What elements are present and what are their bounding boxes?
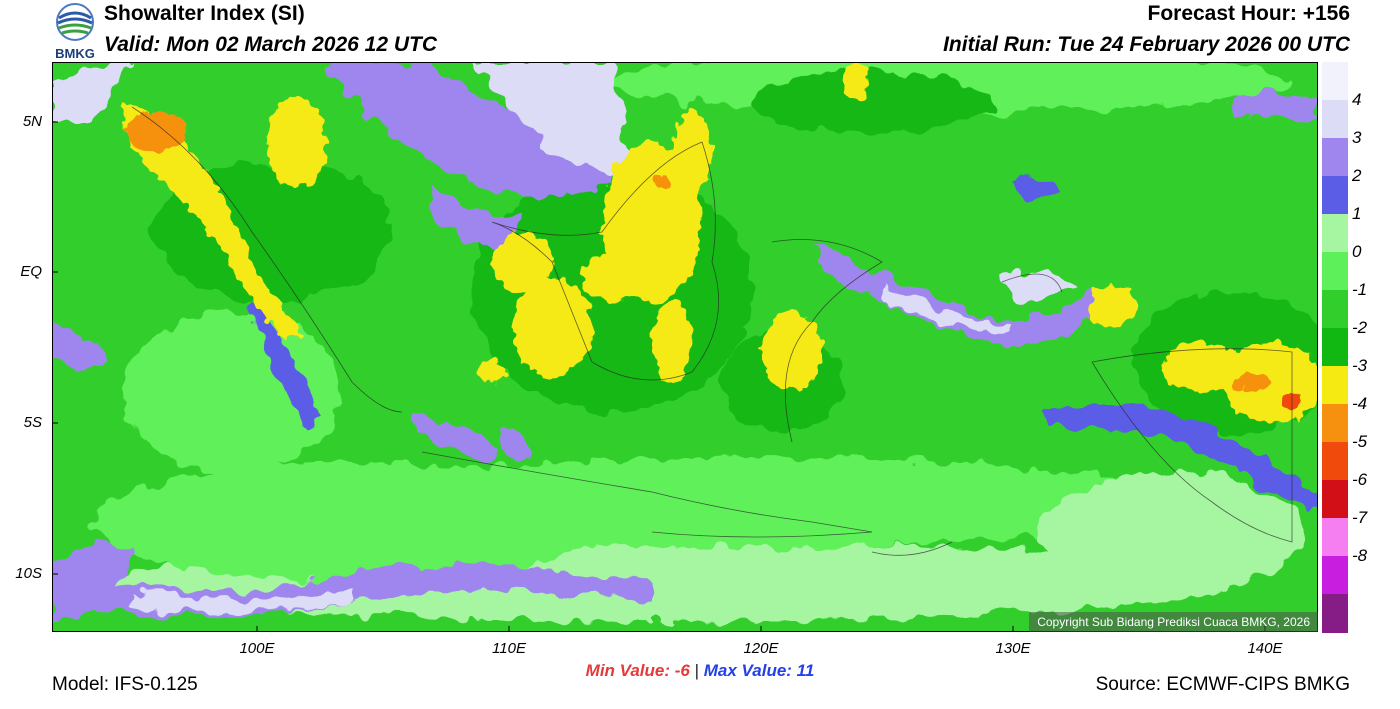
lon-label-110e: 110E [492, 640, 526, 657]
colorbar-label: 1 [1352, 204, 1362, 223]
model-label: Model: IFS-0.125 [52, 674, 198, 695]
lat-label-10s: 10S [15, 565, 42, 582]
longitude-axis: 100E 110E 120E 130E 140E [52, 640, 1318, 660]
bmkg-logo: BMKG [52, 2, 98, 61]
latitude-axis: 5N EQ 5S 10S [2, 62, 46, 632]
colorbar-segment [1322, 328, 1348, 367]
initial-run: Initial Run: Tue 24 February 2026 00 UTC [943, 33, 1350, 56]
lon-label-100e: 100E [239, 640, 275, 657]
colorbar-segment [1322, 594, 1348, 633]
min-value: Min Value: -6 [585, 661, 690, 680]
colorbar-label: -1 [1352, 280, 1368, 299]
lon-label-130e: 130E [995, 640, 1031, 657]
svg-text:BMKG: BMKG [55, 46, 95, 60]
colorbar-segment [1322, 480, 1348, 519]
si-unstable-areas [122, 62, 1318, 422]
showalter-index-map: Copyright Sub Bidang Prediksi Cuaca BMKG… [52, 62, 1318, 632]
min-max-readout: Min Value: -6 | Max Value: 11 [0, 661, 1400, 681]
colorbar-segment [1322, 518, 1348, 557]
lon-label-120e: 120E [743, 640, 779, 657]
colorbar-segment [1322, 556, 1348, 595]
source-label: Source: ECMWF-CIPS BMKG [1095, 674, 1350, 695]
lat-label-5s: 5S [23, 414, 42, 431]
colorbar-segment [1322, 252, 1348, 291]
colorbar-segment [1322, 214, 1348, 253]
colorbar-label: 2 [1352, 166, 1362, 185]
colorbar-segment [1322, 62, 1348, 101]
chart-title: Showalter Index (SI) [104, 2, 305, 25]
colorbar-segment [1322, 404, 1348, 443]
copyright-notice: Copyright Sub Bidang Prediksi Cuaca BMKG… [1029, 612, 1318, 632]
colorbar-label: 0 [1352, 242, 1362, 261]
valid-time: Valid: Mon 02 March 2026 12 UTC [104, 33, 437, 56]
min-max-separator: | [694, 661, 700, 680]
colorbar-label: -6 [1352, 470, 1368, 489]
map-frame [52, 62, 1318, 632]
lon-label-140e: 140E [1247, 640, 1283, 657]
coastlines [131, 106, 1293, 556]
colorbar-label: -5 [1352, 432, 1368, 451]
lat-label-5n: 5N [22, 113, 42, 130]
colorbar-label: 4 [1352, 90, 1362, 109]
colorbar-segment [1322, 442, 1348, 481]
colorbar-label: -7 [1352, 508, 1368, 527]
colorbar-segment [1322, 100, 1348, 139]
colorbar [1322, 62, 1348, 633]
colorbar-segment [1322, 176, 1348, 215]
colorbar-segment [1322, 366, 1348, 405]
colorbar-label: 3 [1352, 128, 1362, 147]
forecast-hour: Forecast Hour: +156 [1147, 2, 1351, 25]
colorbar-label: -3 [1352, 356, 1368, 375]
colorbar-label: -4 [1352, 394, 1368, 413]
colorbar-label: -2 [1352, 318, 1368, 337]
max-value: Max Value: 11 [703, 661, 815, 680]
lat-label-eq: EQ [20, 263, 42, 280]
colorbar-label: -8 [1352, 546, 1368, 565]
colorbar-segment [1322, 290, 1348, 329]
colorbar-segment [1322, 138, 1348, 177]
